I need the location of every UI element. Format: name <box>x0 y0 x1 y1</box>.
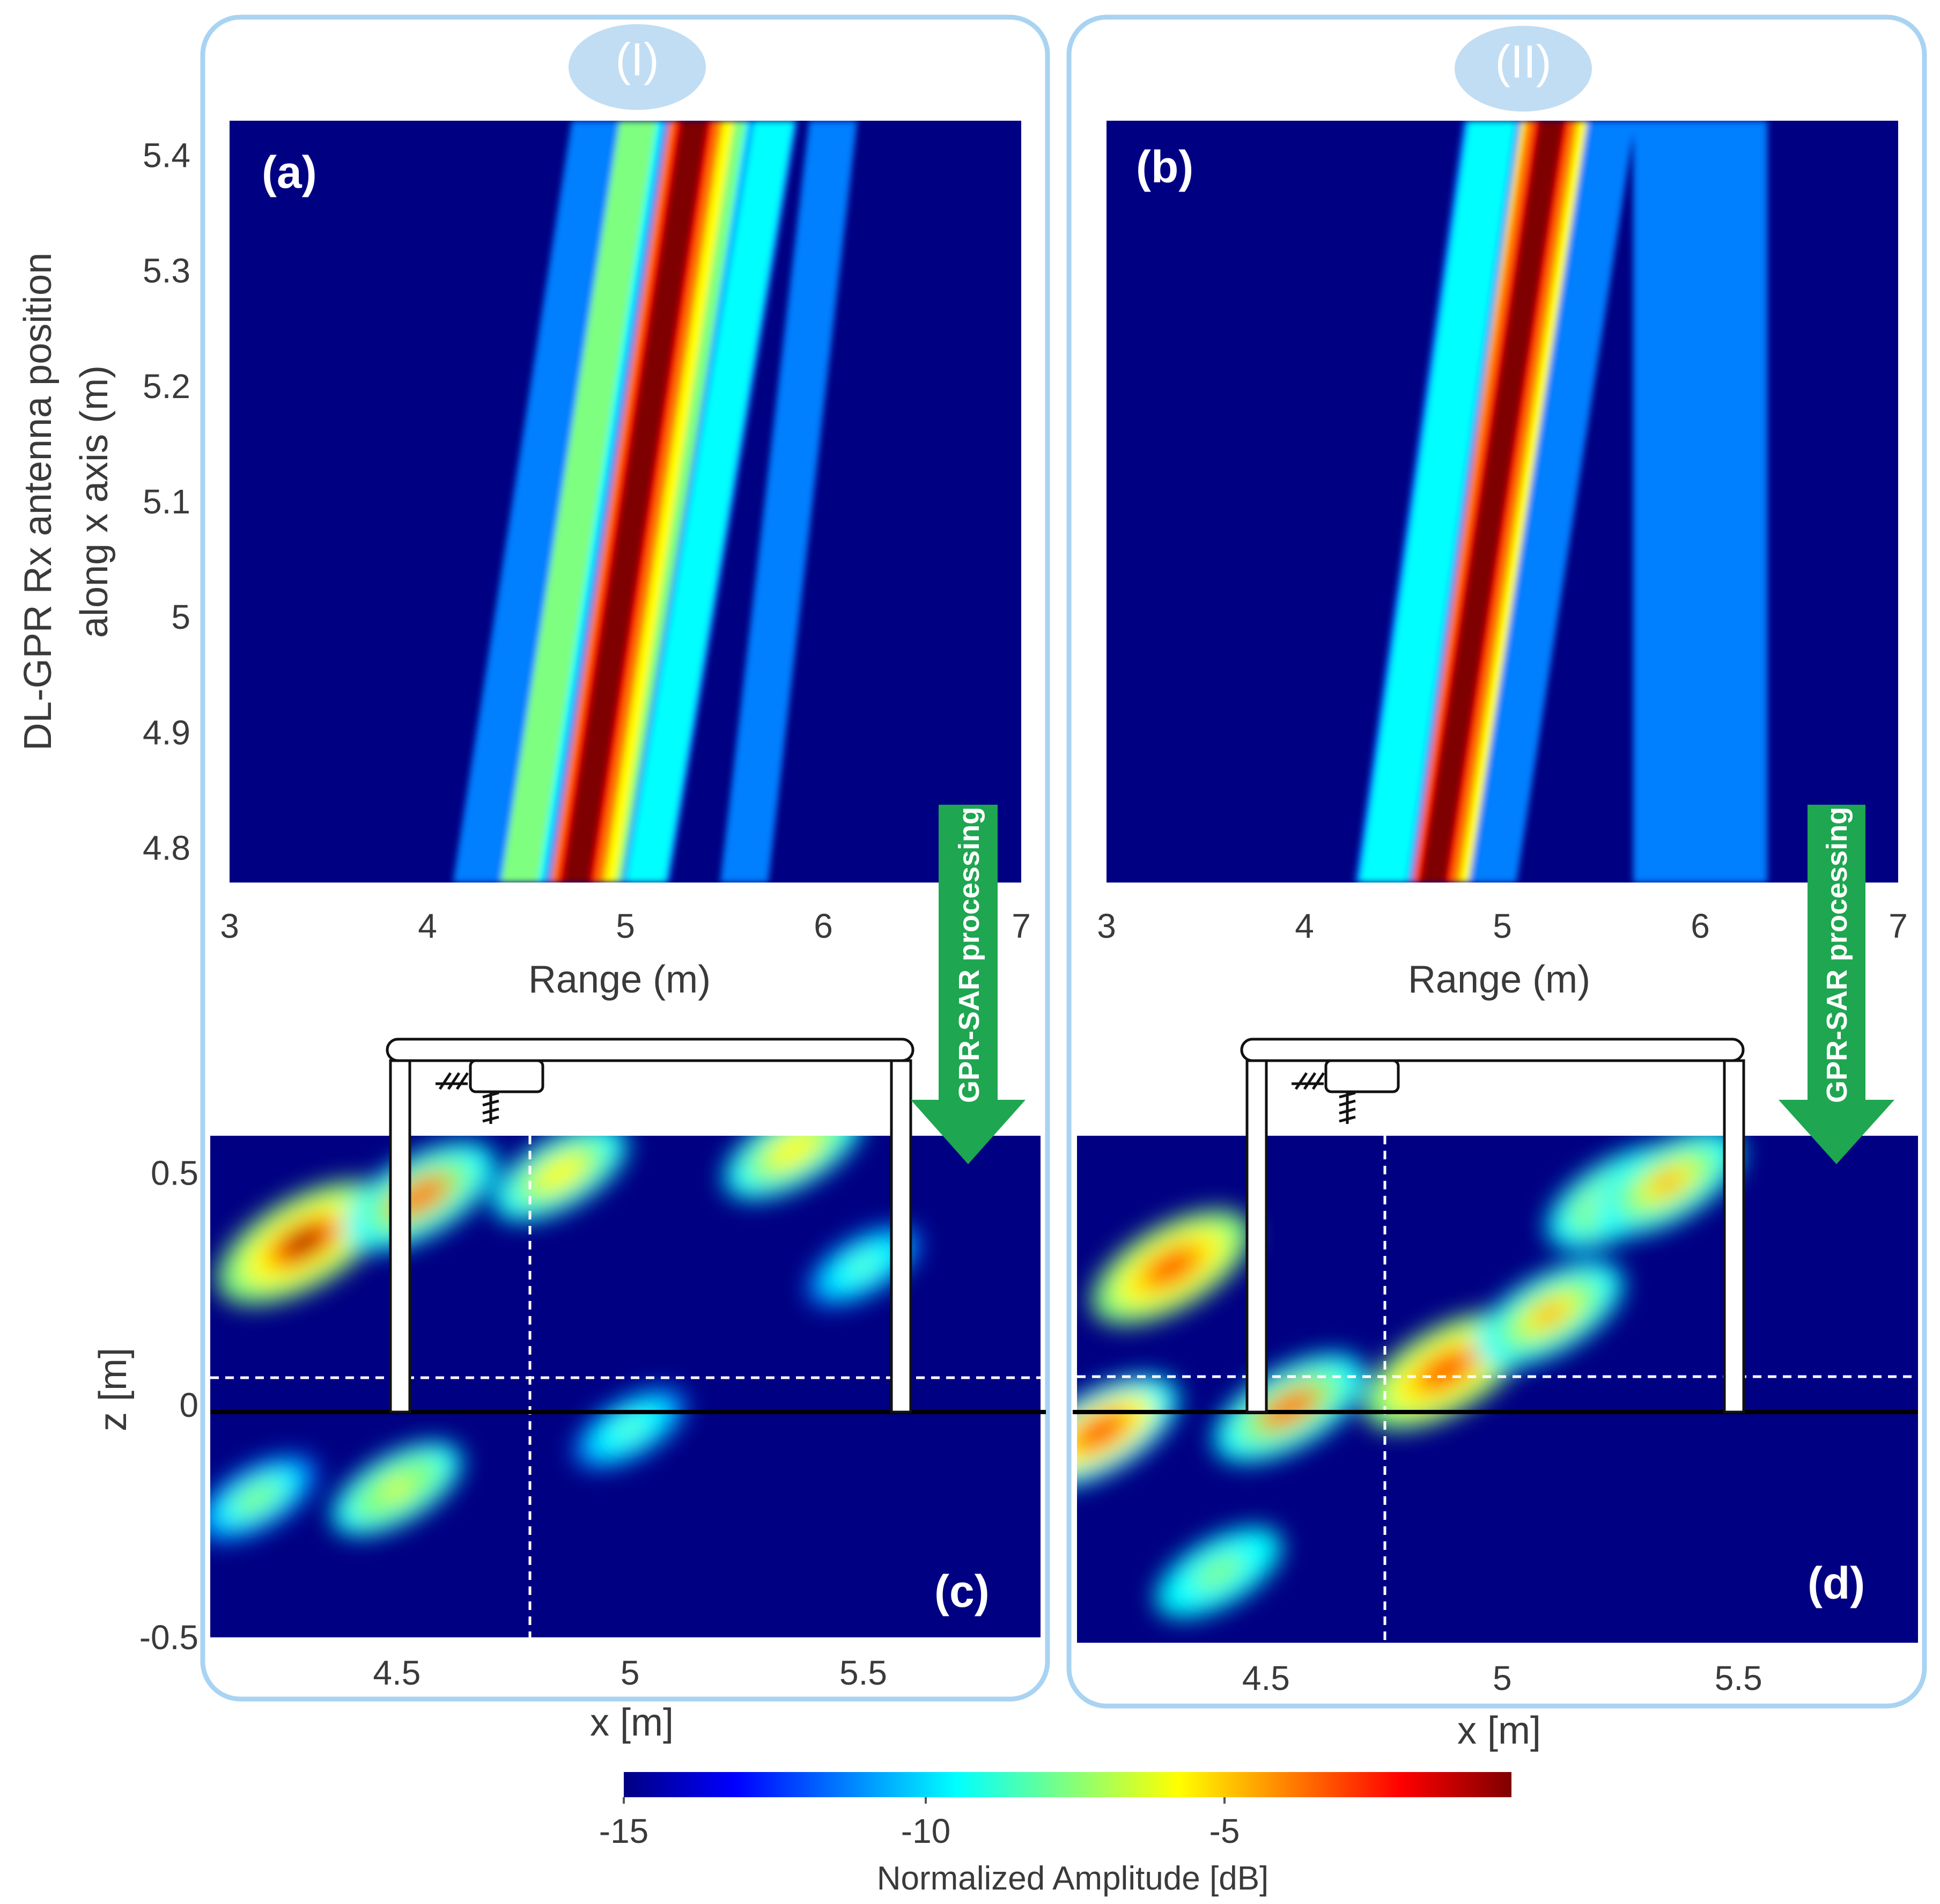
y-axis-label-line2: along x axis (m) <box>73 365 116 638</box>
x-tick-label: 5.5 <box>839 1653 887 1692</box>
heatmap-band <box>625 121 794 883</box>
plot-d: (d) 4.5 5 5.5 x [m] <box>1073 1038 1918 1752</box>
heatmap-band <box>1360 121 1516 883</box>
y-tick-label: 5.4 <box>143 136 190 175</box>
panel-badge-label: (I) <box>615 34 659 86</box>
heatmap-blob <box>852 1258 875 1274</box>
colorbar-label: Normalized Amplitude [dB] <box>877 1860 1269 1897</box>
colorbar-gradient <box>624 1772 1511 1797</box>
heatmap-band <box>495 121 657 883</box>
gantry-leg-left <box>389 1059 411 1414</box>
panel-label: (b) <box>1136 142 1193 192</box>
antenna-spring <box>482 1091 499 1124</box>
x-tick-label: 3 <box>1097 907 1116 945</box>
x-tick-label: 4 <box>418 907 437 945</box>
panel-frame-right <box>1066 14 1927 1709</box>
x-tick-label: 4 <box>1295 907 1314 945</box>
x-tick-label: 4.5 <box>373 1653 421 1692</box>
x-axis-label: x [m] <box>1457 1709 1541 1752</box>
x-axis-label: Range (m) <box>528 958 711 1001</box>
panel-frame-left <box>200 14 1050 1702</box>
arrow-label: GPR-SAR processing <box>1821 807 1853 1103</box>
heatmap-blob <box>286 1230 321 1255</box>
x-tick-label: 7 <box>1012 907 1031 945</box>
y-tick-label: 0 <box>179 1386 198 1424</box>
y-tick-label: 0.5 <box>151 1153 198 1192</box>
radar-gantry <box>1240 1038 1745 1414</box>
panel-badge-left <box>569 24 706 110</box>
x-tick-label: 6 <box>1691 907 1710 945</box>
processing-arrow-left: GPR-SAR processing <box>911 805 1026 1164</box>
heatmap-blob <box>547 1163 574 1183</box>
radar-gantry <box>386 1038 914 1414</box>
heatmap-blob <box>245 1489 269 1507</box>
heatmap-blob <box>1535 1303 1565 1325</box>
x-axis-label: x [m] <box>590 1701 674 1744</box>
heatmap-blob <box>1653 1172 1683 1194</box>
plot-b: (b) 3 4 5 6 7 Range (m) <box>1097 121 1908 1001</box>
heatmap-blob <box>1429 1358 1462 1383</box>
heatmap-band <box>724 121 853 883</box>
arrow-label: GPR-SAR processing <box>953 807 985 1103</box>
y-tick-label: 5.3 <box>143 252 190 290</box>
x-tick-label: 5.5 <box>1715 1659 1762 1697</box>
colorbar-tick-label: -5 <box>1209 1812 1240 1850</box>
x-tick-label: 3 <box>220 907 239 945</box>
x-tick-label: 5 <box>1493 907 1512 945</box>
gantry-beam <box>1240 1038 1745 1062</box>
y-tick-label: -0.5 <box>139 1618 198 1657</box>
x-tick-label: 7 <box>1889 907 1908 945</box>
panel-label: (a) <box>262 147 317 197</box>
antenna-hatch <box>1292 1072 1325 1090</box>
x-tick-label: 5 <box>616 907 635 945</box>
heatmap-blob <box>779 1140 807 1160</box>
heatmap-band <box>562 121 709 883</box>
radar-head <box>1324 1059 1400 1093</box>
panel-badge-label: (II) <box>1495 36 1551 88</box>
antenna-spring <box>1339 1091 1356 1124</box>
heatmap-band <box>1420 121 1565 883</box>
gantry-beam <box>386 1038 914 1062</box>
heatmap-blob <box>405 1185 436 1207</box>
colorbar: -15 -10 -5 Normalized Amplitude [dB] <box>599 1772 1511 1897</box>
y-tick-label: 4.9 <box>143 713 190 752</box>
heatmap-blob <box>383 1479 410 1498</box>
y-tick-label: 5.2 <box>143 367 190 406</box>
radar-head <box>469 1059 544 1093</box>
antenna-hatch <box>436 1072 469 1090</box>
panel-label: (d) <box>1808 1558 1865 1608</box>
gantry-leg-right <box>890 1059 912 1414</box>
panel-label: (c) <box>934 1566 990 1616</box>
gantry-leg-right <box>1723 1059 1745 1414</box>
heatmap-blob <box>1206 1563 1231 1582</box>
y-axis-label-line1: DL-GPR Rx antenna position <box>17 253 60 751</box>
x-tick-label: 5 <box>1493 1659 1512 1697</box>
x-tick-label: 6 <box>814 907 833 945</box>
colorbar-tick-label: -10 <box>901 1812 951 1850</box>
gantry-leg-left <box>1245 1059 1268 1414</box>
heatmap-band <box>457 121 616 883</box>
heatmap-band <box>1645 121 1755 883</box>
panel-badge-right <box>1455 26 1592 112</box>
heatmap-blob <box>618 1420 641 1437</box>
colorbar-tick-label: -15 <box>599 1812 649 1850</box>
y-axis-label: z [m] <box>92 1348 135 1431</box>
plot-c: (c) 4.5 5 5.5 0.5 0 -0.5 x [m] z [m] <box>92 1038 1046 1744</box>
x-tick-label: 5 <box>621 1653 640 1692</box>
processing-arrow-right: GPR-SAR processing <box>1779 805 1894 1164</box>
heatmap-band <box>1473 121 1631 883</box>
y-tick-label: 4.8 <box>143 828 190 867</box>
y-tick-label: 5.1 <box>143 482 190 521</box>
heatmap-blob <box>1085 1420 1117 1443</box>
y-tick-label: 5 <box>171 598 190 636</box>
x-axis-label: Range (m) <box>1408 958 1590 1001</box>
heatmap-blob <box>1155 1255 1188 1279</box>
x-tick-label: 4.5 <box>1242 1659 1290 1697</box>
